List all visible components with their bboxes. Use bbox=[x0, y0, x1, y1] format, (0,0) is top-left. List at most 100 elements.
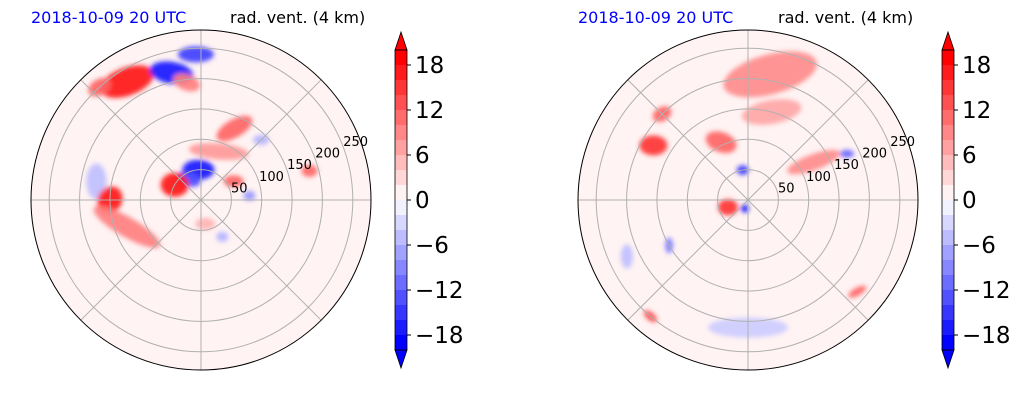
colorbar-band bbox=[942, 200, 954, 216]
colorbar-band bbox=[942, 215, 954, 231]
colorbar-band bbox=[395, 170, 407, 186]
angular-grid-line bbox=[200, 79, 322, 201]
field-feature bbox=[223, 175, 244, 188]
colorbar-band bbox=[942, 50, 954, 66]
colorbar-band bbox=[942, 335, 954, 351]
radial-tick-label: 100 bbox=[806, 170, 831, 185]
colorbar-tick-label: −18 bbox=[962, 323, 1011, 349]
field-feature bbox=[718, 199, 738, 216]
colorbar-band bbox=[942, 305, 954, 321]
angular-grid-line bbox=[627, 79, 749, 201]
colorbar-band bbox=[395, 125, 407, 141]
colorbar-band bbox=[942, 230, 954, 246]
field-feature bbox=[705, 131, 737, 154]
colorbar-band bbox=[395, 245, 407, 261]
colorbar-band bbox=[942, 95, 954, 111]
panel-2-title: rad. vent. (4 km) bbox=[778, 8, 913, 27]
panel-1-colorbar: 18 12 6 0 −6 −12 −18 bbox=[394, 30, 464, 370]
colorbar-band bbox=[942, 80, 954, 96]
colorbar-band bbox=[942, 275, 954, 291]
field-feature bbox=[740, 204, 749, 213]
radial-tick-label: 150 bbox=[834, 158, 859, 173]
radial-tick-label: 250 bbox=[890, 135, 915, 150]
colorbar-band bbox=[395, 110, 407, 126]
field-feature bbox=[173, 73, 201, 92]
panel-2-polar-grid bbox=[578, 30, 918, 370]
radial-tick-label: 250 bbox=[343, 135, 368, 150]
field-feature bbox=[86, 163, 107, 200]
colorbar-band bbox=[395, 305, 407, 321]
colorbar-band bbox=[395, 65, 407, 81]
colorbar-band bbox=[942, 155, 954, 171]
colorbar-tick-label: 6 bbox=[962, 143, 977, 169]
field-feature bbox=[93, 206, 161, 248]
radial-tick-label: 50 bbox=[231, 181, 248, 196]
field-feature bbox=[216, 115, 253, 142]
polar-panel-1: 2018-10-09 20 UTC rad. vent. (4 km) 50 10… bbox=[30, 8, 464, 371]
colorbar-band bbox=[942, 320, 954, 336]
colorbar-band bbox=[395, 290, 407, 306]
field-feature bbox=[195, 217, 216, 230]
colorbar-band bbox=[395, 230, 407, 246]
colorbar-band bbox=[395, 185, 407, 201]
colorbar-band bbox=[942, 140, 954, 156]
panel-1-date-label: 2018-10-09 20 UTC bbox=[31, 8, 186, 27]
panel-2-date-label: 2018-10-09 20 UTC bbox=[578, 8, 733, 27]
colorbar-band bbox=[942, 260, 954, 276]
field-feature bbox=[848, 285, 867, 298]
panel-2-polar-frame bbox=[577, 29, 919, 371]
colorbar-extend-max bbox=[394, 30, 408, 51]
colorbar-band bbox=[395, 200, 407, 216]
colorbar-tick-label: −18 bbox=[415, 323, 464, 349]
colorbar-tick-label: 12 bbox=[415, 98, 444, 124]
colorbar-band bbox=[942, 110, 954, 126]
colorbar-band bbox=[942, 185, 954, 201]
angular-grid-line bbox=[200, 199, 322, 321]
colorbar-tick-label: −6 bbox=[962, 233, 996, 259]
colorbar-tick-label: 18 bbox=[415, 53, 444, 79]
angular-grid-line bbox=[747, 79, 869, 201]
colorbar-band bbox=[395, 80, 407, 96]
colorbar-extend-max bbox=[941, 30, 955, 51]
colorbar-tick-label: −12 bbox=[962, 278, 1011, 304]
field-feature bbox=[216, 231, 229, 242]
colorbar-band bbox=[395, 155, 407, 171]
colorbar-band bbox=[395, 275, 407, 291]
radial-tick-label: 50 bbox=[778, 181, 795, 196]
colorbar-tick-label: −12 bbox=[415, 278, 464, 304]
colorbar-tick-label: 18 bbox=[962, 53, 991, 79]
colorbar-extend-min bbox=[941, 349, 955, 370]
angular-grid-line bbox=[627, 199, 749, 321]
field-feature bbox=[787, 149, 841, 175]
colorbar-band bbox=[395, 140, 407, 156]
polar-panel-2: 2018-10-09 20 UTC rad. vent. (4 km) 50 10… bbox=[577, 8, 1011, 371]
field-feature bbox=[100, 65, 154, 98]
field-feature bbox=[188, 143, 249, 160]
colorbar-tick-label: 0 bbox=[415, 188, 430, 214]
colorbar-band bbox=[942, 170, 954, 186]
colorbar-tick-label: 6 bbox=[415, 143, 430, 169]
field-feature bbox=[620, 244, 633, 269]
radial-tick-label: 100 bbox=[259, 170, 284, 185]
colorbar-band bbox=[395, 260, 407, 276]
radial-tick-label: 200 bbox=[862, 147, 887, 162]
colorbar-band bbox=[942, 125, 954, 141]
field-feature bbox=[243, 190, 256, 201]
angular-grid-line bbox=[80, 79, 202, 201]
field-feature bbox=[639, 135, 668, 156]
panel-1-title: rad. vent. (4 km) bbox=[230, 8, 365, 27]
colorbar-band bbox=[395, 320, 407, 336]
colorbar-band bbox=[395, 335, 407, 351]
colorbar-tick-label: 12 bbox=[962, 98, 991, 124]
colorbar-band bbox=[942, 290, 954, 306]
panel-2-colorbar: 18 12 6 0 −6 −12 −18 bbox=[941, 30, 1011, 370]
colorbar-extend-min bbox=[394, 349, 408, 370]
radial-tick-label: 150 bbox=[287, 158, 312, 173]
colorbar-tick-label: −6 bbox=[415, 233, 449, 259]
panel-1-polar-frame bbox=[30, 29, 372, 371]
colorbar-band bbox=[942, 65, 954, 81]
field-feature bbox=[301, 164, 318, 177]
colorbar-band bbox=[942, 245, 954, 261]
